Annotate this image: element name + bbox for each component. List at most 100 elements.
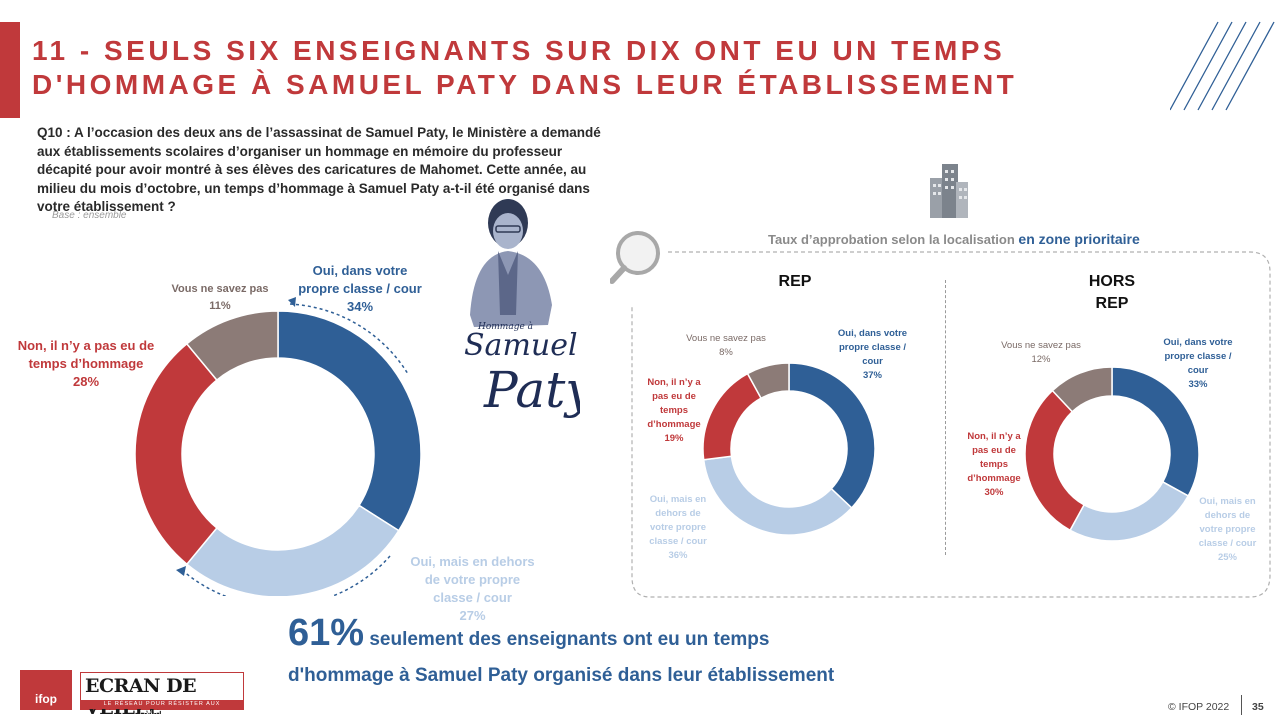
rep-label-oui-classe-line1: Oui, dans votre xyxy=(837,328,908,339)
rep-label-oui-dehors-line1: Oui, mais en xyxy=(649,494,707,505)
rep-value-oui-classe: 37% xyxy=(862,370,882,381)
rep-label-oui-dehors-line3: votre propre xyxy=(650,522,706,533)
headline-text-line2: d'hommage à Samuel Paty organisé dans le… xyxy=(288,665,835,686)
hors-label-oui-dehors: Oui, mais en dehors de votre propre clas… xyxy=(1180,495,1275,565)
main-label-nsp: Vous ne savez pas 11% xyxy=(160,281,280,315)
rep-label-oui-dehors: Oui, mais en dehors de votre propre clas… xyxy=(628,493,728,563)
panel-title-emphasis: en zone prioritaire xyxy=(1018,231,1140,247)
rep-label-non-line1: Non, il n’y a xyxy=(647,377,701,388)
main-label-non: Non, il n’y a pas eu de temps d’hommage … xyxy=(6,337,166,391)
portrait-face xyxy=(493,213,523,249)
page-title: 11 - SEULS SIX ENSEIGNANTS SUR DIX ONT E… xyxy=(32,35,1018,100)
main-label-nsp-line1: Vous ne savez pas xyxy=(171,283,269,295)
zone-prioritaire-panel xyxy=(610,231,1271,598)
hors-label-oui-classe-line3: cour xyxy=(1187,365,1209,376)
hors-value-oui-dehors: 25% xyxy=(1217,552,1237,563)
building-icon xyxy=(930,164,968,218)
rep-value-non: 19% xyxy=(664,433,684,444)
headline: 61% seulement des enseignants ont eu un … xyxy=(288,612,928,655)
rep-label-non-line2: pas eu de xyxy=(652,391,696,402)
panel-title: Taux d’approbation selon la localisation… xyxy=(768,231,1140,247)
hors-label-oui-dehors-line1: Oui, mais en xyxy=(1199,496,1256,507)
main-value-non: 28% xyxy=(72,374,100,389)
hors-value-oui-classe: 33% xyxy=(1188,379,1208,390)
portrait-glasses xyxy=(495,225,521,233)
rep-donut-slice-0 xyxy=(788,362,876,509)
main-donut-chart xyxy=(134,297,422,596)
hors-label-non-line1: Non, il n’y a xyxy=(967,431,1021,442)
rep-value-oui-dehors: 36% xyxy=(668,550,688,561)
hors-label-nsp: Vous ne savez pas 12% xyxy=(990,339,1092,367)
main-label-oui-dehors: Oui, mais en dehors de votre propre clas… xyxy=(395,553,550,625)
decorative-diagonal-lines xyxy=(1170,21,1275,111)
rep-heading: REP xyxy=(778,273,812,290)
hors-donut-slice-0 xyxy=(1111,366,1200,497)
hors-value-nsp: 12% xyxy=(1031,354,1051,365)
arrow-bottom-head xyxy=(176,566,186,576)
rep-donut-slice-1 xyxy=(702,455,853,536)
base-note: Base : ensemble xyxy=(52,210,127,221)
main-label-oui-dehors-line2: de votre propre xyxy=(424,572,521,587)
magnifier-icon xyxy=(616,231,660,275)
title-accent-bar xyxy=(0,22,20,118)
panel-title-prefix: Taux d’approbation selon la localisation xyxy=(768,232,1019,247)
portrait-caption-samuel: Samuel xyxy=(464,328,578,363)
arrow-bottom xyxy=(181,555,391,596)
headline-text-line1: seulement des enseignants ont eu un temp… xyxy=(364,629,770,650)
main-value-oui-dehors: 27% xyxy=(459,608,486,623)
rep-label-non-line3: temps xyxy=(660,405,688,416)
rep-label-oui-classe: Oui, dans votre propre classe / cour 37% xyxy=(820,327,925,383)
main-donut-slice-2 xyxy=(134,342,218,566)
hors-label-non-line2: pas eu de xyxy=(972,445,1016,456)
hors-donut-slice-1 xyxy=(1069,480,1190,542)
segment-divider xyxy=(945,280,946,555)
portrait-caption-paty: Paty xyxy=(483,361,580,419)
hors-label-nsp-line1: Vous ne savez pas xyxy=(1001,340,1081,351)
survey-question: Q10 : A l’occasion des deux ans de l’ass… xyxy=(37,125,601,214)
main-label-oui-classe-line2: propre classe / cour xyxy=(298,281,422,296)
rep-value-nsp: 8% xyxy=(719,347,733,358)
rep-label-oui-dehors-line4: classe / cour xyxy=(649,536,707,547)
hors-label-oui-dehors-line2: dehors de xyxy=(1204,510,1251,521)
ecran-logo-tagline: LE RÉSEAU POUR RÉSISTER AUX FANATISMES xyxy=(81,700,243,716)
main-label-oui-classe-line1: Oui, dans votre xyxy=(312,263,408,278)
hors-label-oui-classe-line2: propre classe / xyxy=(1164,351,1232,362)
portrait-caption: Hommage à Samuel Paty xyxy=(464,321,580,419)
main-label-oui-dehors-line3: classe / cour xyxy=(433,590,512,605)
main-donut-slice-3 xyxy=(185,310,279,382)
hors-label-oui-dehors-line4: classe / cour xyxy=(1198,538,1257,549)
main-value-nsp: 11% xyxy=(209,300,231,312)
hors-rep-heading: HORS REP xyxy=(1088,273,1136,312)
rep-label-oui-classe-line3: cour xyxy=(862,356,883,367)
main-label-oui-classe: Oui, dans votre propre classe / cour 34% xyxy=(290,262,430,316)
hors-label-non-line3: temps xyxy=(980,459,1008,470)
page-separator xyxy=(1241,695,1242,715)
copyright: © IFOP 2022 xyxy=(1168,701,1230,713)
main-label-non-line2: temps d’hommage xyxy=(28,356,144,371)
hors-label-oui-classe-line1: Oui, dans votre xyxy=(1163,337,1233,348)
portrait-caption-hommage: Hommage à xyxy=(477,321,533,332)
rep-label-non: Non, il n’y a pas eu de temps d’hommage … xyxy=(632,376,716,446)
page-number: 35 xyxy=(1252,701,1264,713)
rep-donut-slice-3 xyxy=(746,362,790,400)
magnifier-handle xyxy=(610,265,627,284)
ecran-de-veille-logo: ECRAN DE VEILLE LE RÉSEAU POUR RÉSISTER … xyxy=(80,672,244,719)
hors-value-non: 30% xyxy=(984,487,1004,498)
rep-label-oui-classe-line2: propre classe / xyxy=(838,342,907,353)
rep-label-nsp: Vous ne savez pas 8% xyxy=(676,332,776,360)
rep-label-oui-dehors-line2: dehors de xyxy=(655,508,701,519)
hors-rep-donut-chart xyxy=(1024,366,1200,542)
main-label-oui-dehors-line1: Oui, mais en dehors xyxy=(410,554,535,569)
hors-label-non: Non, il n’y a pas eu de temps d’hommage … xyxy=(952,430,1036,500)
rep-label-non-line4: d’hommage xyxy=(647,419,701,430)
main-label-non-line1: Non, il n’y a pas eu de xyxy=(17,338,155,353)
arrow-top-head xyxy=(288,297,296,307)
main-value-oui-classe: 34% xyxy=(346,299,374,314)
hors-label-oui-classe: Oui, dans votre propre classe / cour 33% xyxy=(1148,336,1248,392)
portrait-scarf xyxy=(498,251,518,315)
rep-label-nsp-line1: Vous ne savez pas xyxy=(686,333,766,344)
hors-label-non-line4: d’hommage xyxy=(967,473,1021,484)
ifop-logo: ifop xyxy=(20,670,72,710)
headline-percent: 61% xyxy=(288,612,365,654)
main-donut-slice-0 xyxy=(277,310,422,532)
